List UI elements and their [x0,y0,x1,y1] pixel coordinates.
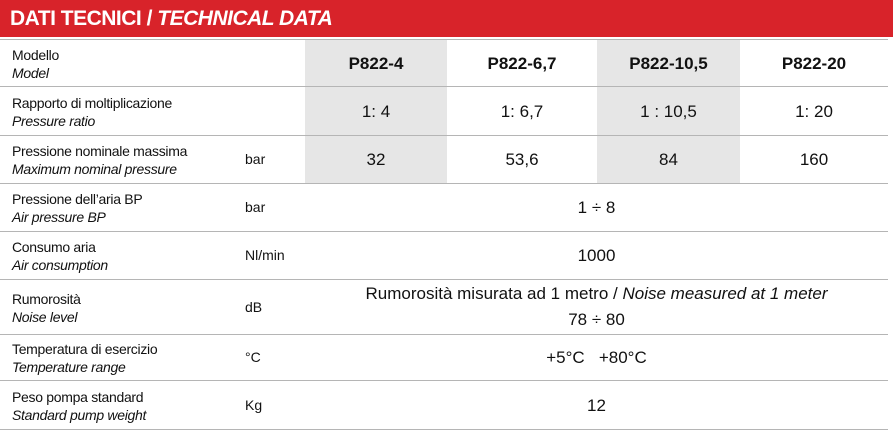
row-line [0,86,888,87]
title-en: TECHNICAL DATA [157,7,333,30]
row-label: Peso pompa standard Standard pump weight [12,388,146,424]
label-en: Temperature range [12,359,126,375]
unit: dB [245,298,263,315]
row-line [0,135,888,136]
unit: Nl/min [245,247,285,263]
header: DATI TECNICI / TECHNICAL DATA [0,0,893,37]
cell: 78 ÷ 80 [568,309,625,329]
row-line [0,39,888,40]
row-line [0,429,888,430]
cell: P822-4 [348,53,404,73]
cell: 1: 4 [361,101,391,121]
column-shade [597,40,740,184]
cell: 12 [587,395,606,415]
row-line [0,334,888,335]
row-line [0,279,888,280]
cell: P822-20 [781,53,847,73]
label-en: Pressure ratio [12,112,95,129]
label-en: Standard pump weight [12,406,147,423]
label-it: Modello [12,46,59,63]
label-it: Consumo aria [12,239,96,255]
unit: Kg [245,396,263,413]
label-it: Pressione dell’aria BP [12,191,143,207]
label-en: Air consumption [12,257,108,273]
column-shade [305,40,447,184]
cell: 1: 20 [795,101,833,121]
unit: bar [245,199,266,215]
label-en: Maximum nominal pressure [12,161,177,177]
row-label: Modello Model [12,46,59,82]
row-line [0,183,888,184]
row-label: Pressione nominale massima Maximum nomina… [12,142,187,178]
label-it: Pressione nominale massima [12,143,188,159]
cell: P822-6,7 [487,53,557,73]
cell: +5°C +80°C [546,348,647,367]
cell: 160 [799,150,829,169]
unit: °C [245,349,261,365]
row-label: Pressione dell’aria BP Air pressure BP [12,190,143,226]
cell: 53,6 [505,150,539,169]
label-it: Rumorosità [12,290,81,307]
row-label: Consumo aria Air consumption [12,238,108,274]
label-it: Temperatura di esercizio [12,341,158,357]
label-it: Peso pompa standard [12,388,144,405]
cell: 84 [659,150,678,169]
cell: 1 : 10,5 [640,101,697,121]
cell: P822-10,5 [629,53,708,73]
note-it: Rumorosità misurata ad 1 metro / [365,283,623,303]
label-en: Model [12,64,49,81]
row-label: Rapporto di moltiplicazione Pressure rati… [12,94,172,130]
cell: 32 [366,150,386,169]
row-label: Temperatura di esercizio Temperature rang… [12,340,158,376]
title-it: DATI TECNICI / [10,7,158,30]
label-en: Air pressure BP [12,209,106,225]
note: Rumorosità misurata ad 1 metro / Noise m… [305,284,888,304]
row-line [0,231,888,232]
cell: 1: 6,7 [500,101,544,121]
cell: 1000 [577,246,616,265]
label-en: Noise level [12,308,78,325]
note-en: Noise measured at 1 meter [622,283,828,303]
cell: 1 ÷ 8 [577,198,616,217]
row-label: Rumorosità Noise level [12,290,81,326]
label-it: Rapporto di moltiplicazione [12,94,172,111]
row-line [0,380,888,381]
unit: bar [245,151,266,167]
